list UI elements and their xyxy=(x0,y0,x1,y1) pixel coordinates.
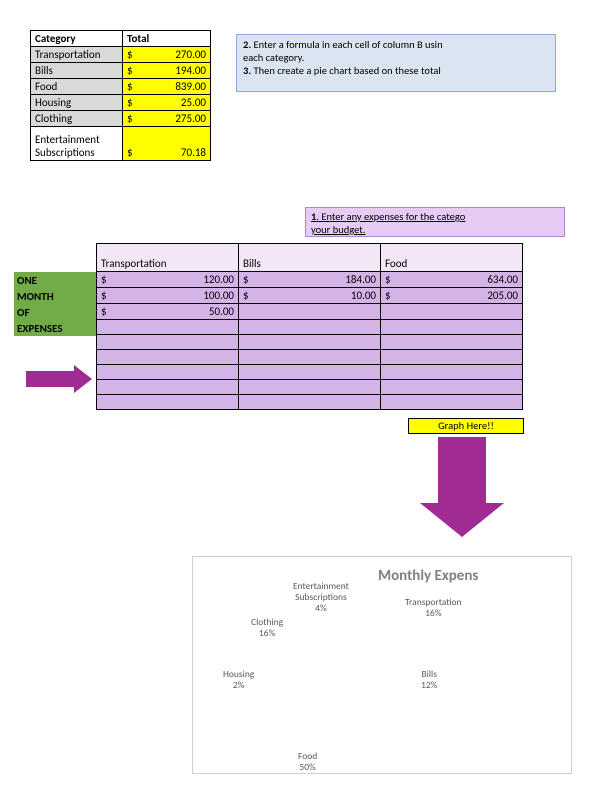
summary-header-category: Category xyxy=(31,31,123,47)
table-row: $100.00 $10.00 $205.00 xyxy=(97,288,523,304)
exp-header-bills: Bills xyxy=(239,244,381,272)
table-row xyxy=(97,365,523,380)
table-row xyxy=(97,320,523,335)
exp-header-transportation: Transportation xyxy=(97,244,239,272)
table-row: Transportation $270.00 xyxy=(31,47,211,63)
table-row: Bills $194.00 xyxy=(31,63,211,79)
table-row xyxy=(97,395,523,410)
pie-chart: Monthly Expens EntertainmentSubscription… xyxy=(192,556,572,774)
exp-header-food: Food xyxy=(381,244,523,272)
table-row xyxy=(97,380,523,395)
table-row: Food $839.00 xyxy=(31,79,211,95)
arrow-down-icon xyxy=(420,437,504,537)
summary-header-total: Total xyxy=(123,31,211,47)
instruction-box-expenses: 1. Enter any expenses for the catego you… xyxy=(305,207,565,237)
pie-label: Food50% xyxy=(298,751,317,773)
table-row xyxy=(97,335,523,350)
pie-label: Bills12% xyxy=(421,669,437,691)
pie-label: Housing2% xyxy=(223,669,254,691)
table-row: Entertainment Subscriptions $70.18 xyxy=(31,127,211,161)
pie-label: Transportation16% xyxy=(405,597,462,619)
chart-title: Monthly Expens xyxy=(378,567,478,585)
arrow-right-icon xyxy=(26,365,92,393)
one-month-label: ONE MONTH OF EXPENSES xyxy=(14,272,96,336)
summary-table: Category Total Transportation $270.00 Bi… xyxy=(30,30,211,161)
table-row xyxy=(97,350,523,365)
table-row: Housing $25.00 xyxy=(31,95,211,111)
table-row: $120.00 $184.00 $634.00 xyxy=(97,272,523,288)
table-row: $50.00 xyxy=(97,304,523,320)
pie-label: EntertainmentSubscriptions4% xyxy=(293,581,349,614)
instruction-box-formulas: 2. Enter a formula in each cell of colum… xyxy=(236,34,556,92)
table-row: Clothing $275.00 xyxy=(31,111,211,127)
pie-label: Clothing16% xyxy=(251,617,283,639)
graph-here-label: Graph Here!! xyxy=(408,418,524,434)
expenses-table: Transportation Bills Food $120.00 $184.0… xyxy=(96,243,523,410)
